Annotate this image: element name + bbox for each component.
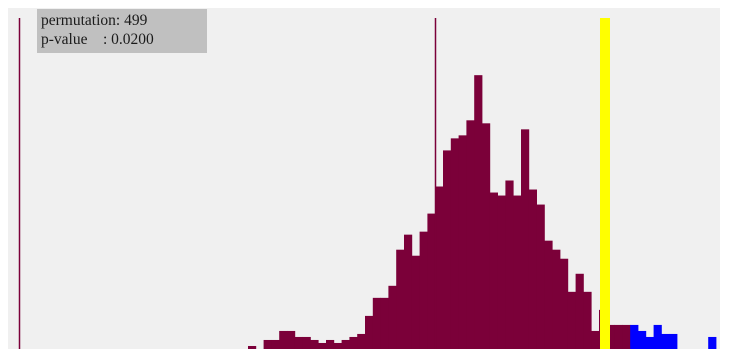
null-distribution-bar [279,330,288,349]
null-distribution-bar [474,75,483,349]
null-distribution-bar [427,213,436,349]
observed-statistic-marker [600,18,610,349]
null-distribution-bar [248,345,257,349]
statistics-info-box: permutation: 499 p-value : 0.0200 [37,9,207,53]
null-distribution-bar [341,339,350,349]
null-distribution-bar [552,249,561,349]
pvalue-value: 0.0200 [111,31,154,48]
null-distribution-bar [575,273,584,349]
extreme-tail-bar [669,333,678,349]
null-distribution-bar [404,234,413,349]
extreme-tail-bar [630,324,639,349]
null-distribution-bar [443,150,452,349]
extreme-tail-bar [653,324,662,349]
null-distribution-bar [435,186,444,349]
extreme-tail-bar [645,336,654,349]
null-distribution-bar [583,291,592,349]
null-distribution-bar [591,330,600,349]
permutation-row: permutation: 499 [41,11,207,30]
null-distribution-bar [466,120,475,349]
extreme-tail-bar [638,330,647,349]
null-distribution-bar [287,330,296,349]
null-distribution-bar [326,339,335,349]
null-distribution-bar [489,192,498,349]
null-distribution-bar [567,291,576,349]
null-distribution-bar [606,324,615,349]
null-distribution-bar [294,336,303,349]
null-distribution-bar [318,342,327,349]
null-distribution-bar [349,336,358,349]
null-distribution-bar [380,297,389,349]
null-distribution-bar [458,135,467,349]
null-distribution-bar [450,138,459,349]
histogram-chart [18,18,717,349]
null-distribution-bar [521,129,530,349]
null-distribution-bar [505,180,514,349]
extreme-tail-bar [661,333,670,349]
null-distribution-bar [302,336,311,349]
histogram-bars [248,75,717,349]
permutation-count: 499 [124,12,148,29]
null-distribution-bar [614,324,623,349]
null-distribution-bar [372,297,381,349]
extreme-tail-bar [708,336,717,349]
null-distribution-bar [497,195,506,349]
pvalue-row: p-value : 0.0200 [41,30,207,49]
null-distribution-bar [310,339,319,349]
null-distribution-bar [388,285,397,349]
permutation-label: permutation: [41,12,125,29]
plot-panel: permutation: 499 p-value : 0.0200 [8,8,720,349]
null-distribution-bar [560,258,569,349]
null-distribution-bar [357,333,366,349]
null-distribution-bar [365,315,374,349]
null-distribution-bar [333,342,342,349]
null-distribution-bar [419,231,428,349]
null-distribution-bar [482,123,491,349]
null-distribution-bar [513,195,522,349]
null-distribution-bar [528,189,537,349]
null-distribution-bar [263,339,272,349]
null-distribution-bar [622,324,631,349]
null-distribution-bar [396,249,405,349]
null-distribution-bar [411,255,420,349]
null-distribution-bar [536,204,545,349]
null-distribution-bar [544,240,553,349]
pvalue-label: p-value : [41,31,112,48]
null-distribution-bar [271,339,280,349]
